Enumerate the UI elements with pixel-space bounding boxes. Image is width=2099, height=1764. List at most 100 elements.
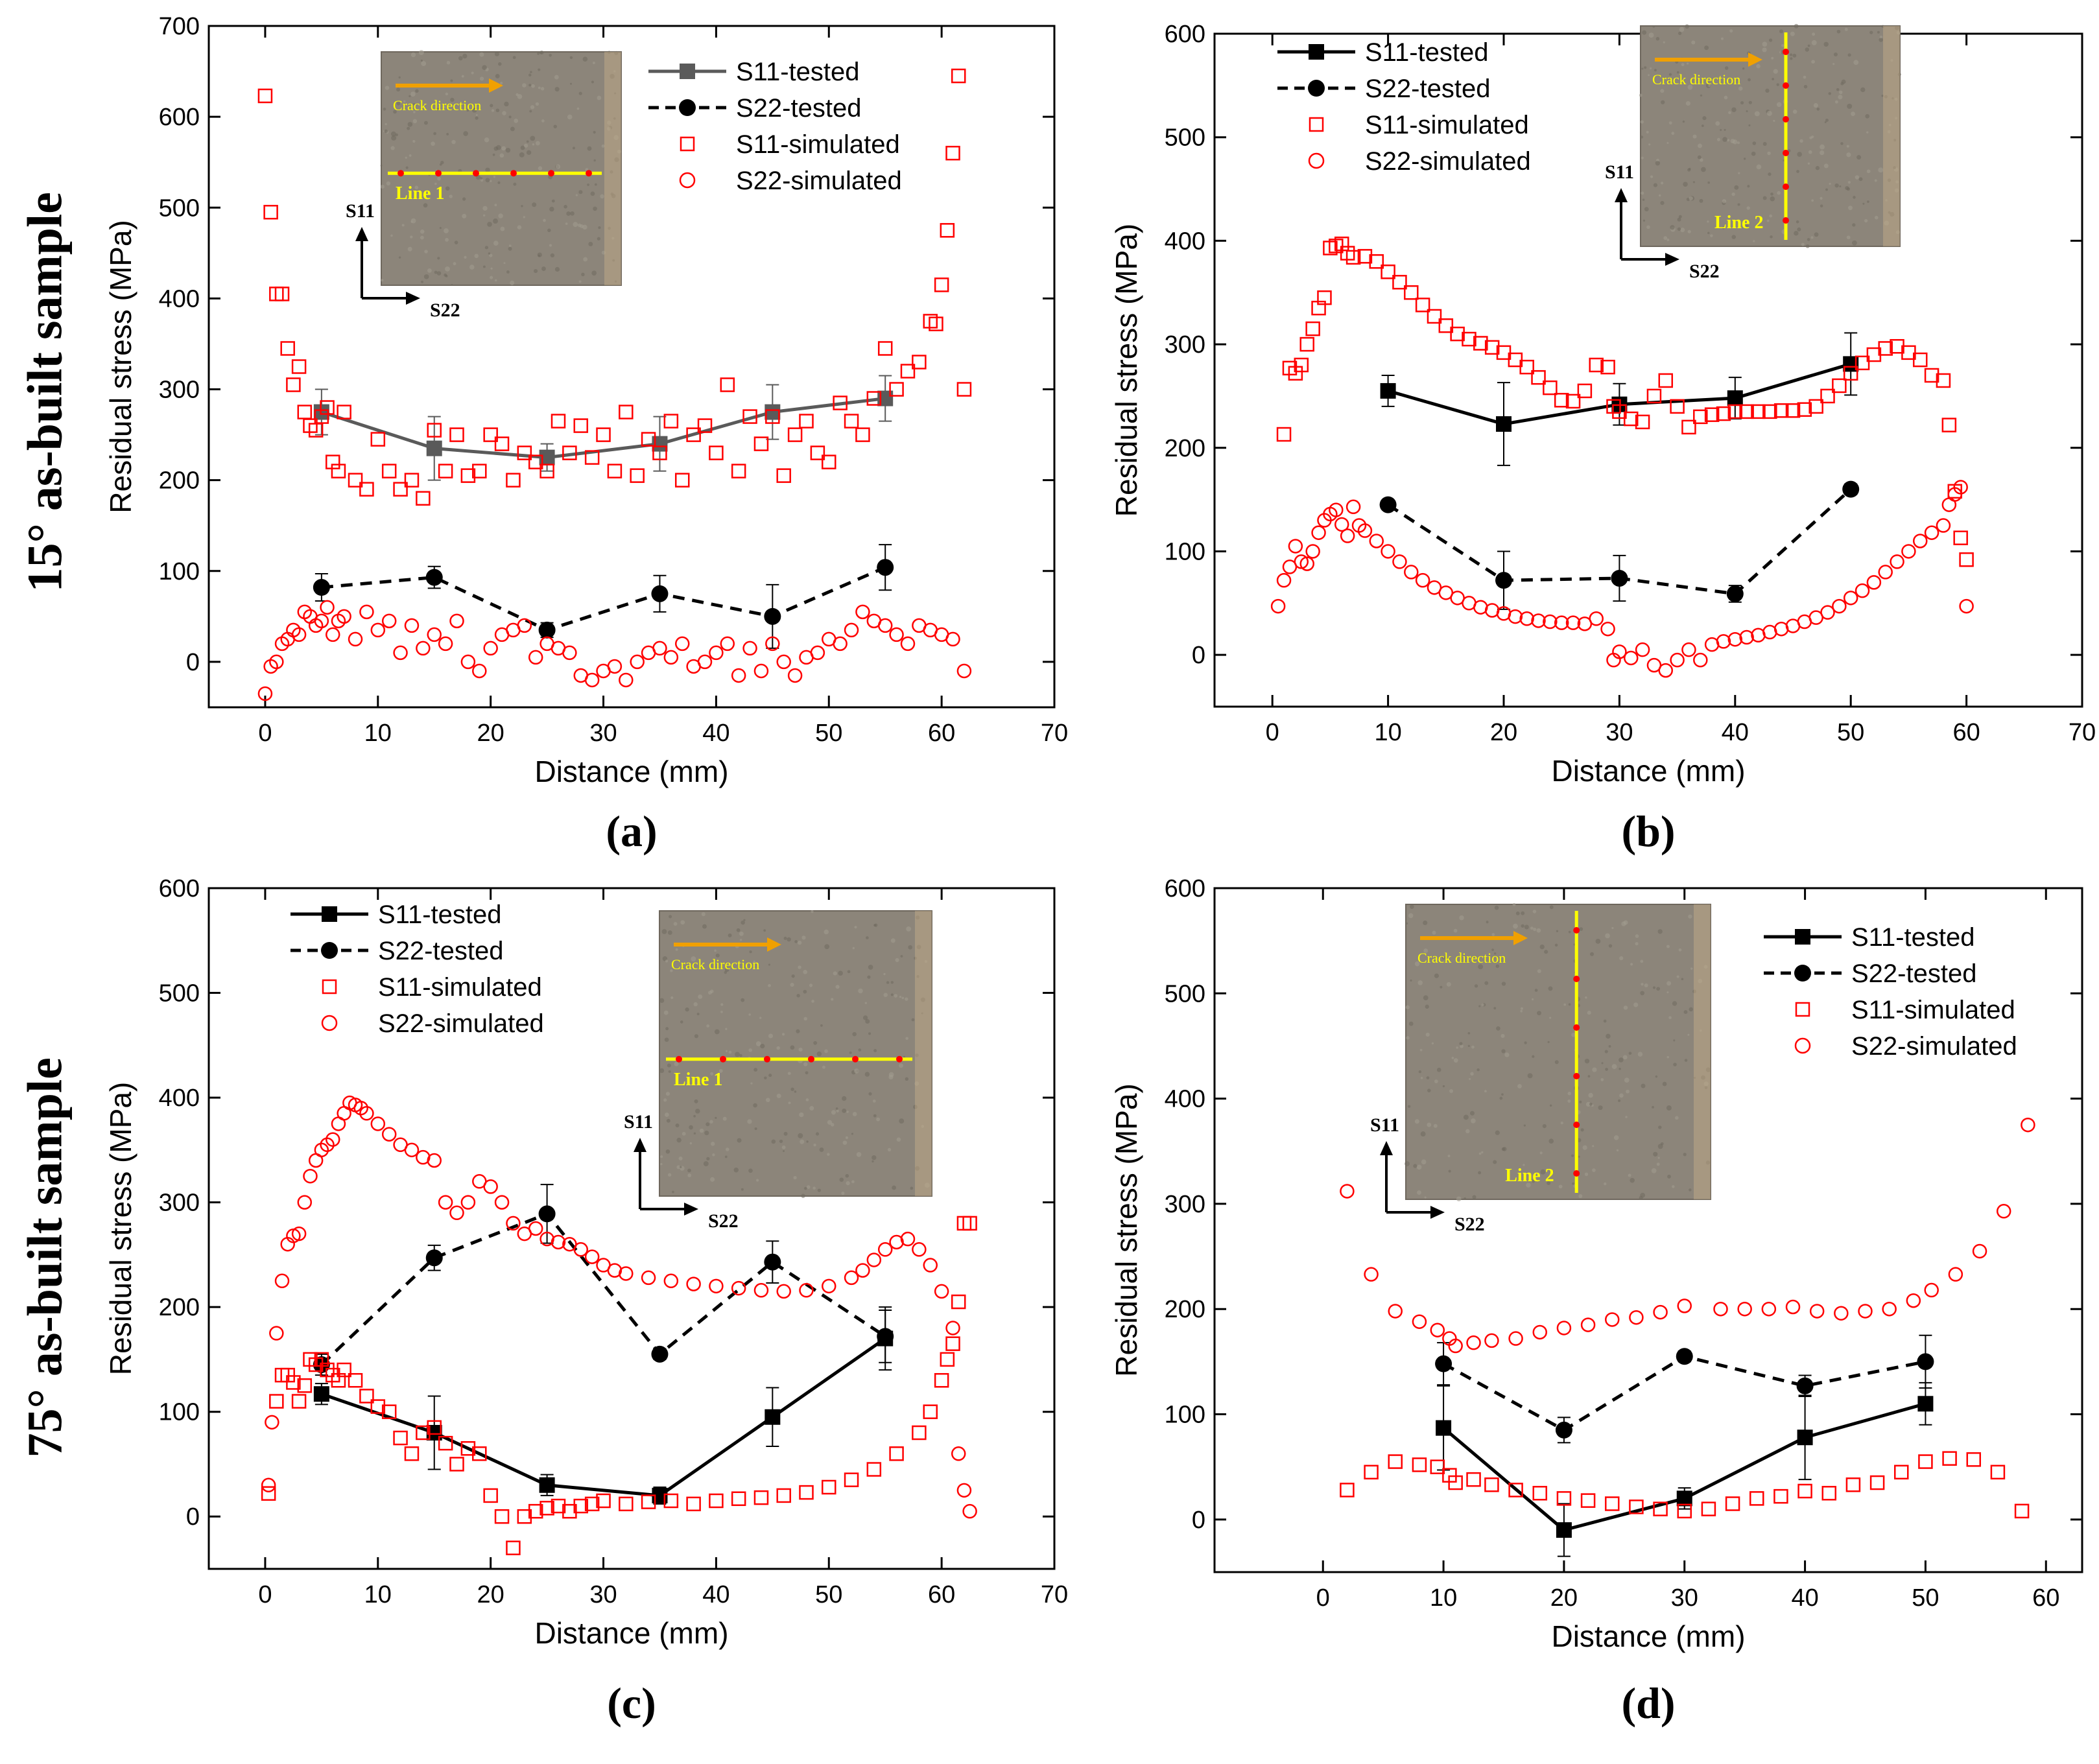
data-point bbox=[923, 1404, 938, 1419]
inset-texture bbox=[565, 222, 568, 225]
data-point bbox=[877, 618, 893, 633]
data-point bbox=[1996, 1204, 2011, 1219]
x-axis-label: Distance (mm) bbox=[1551, 754, 1745, 788]
inset-texture bbox=[822, 1065, 825, 1069]
inset-texture bbox=[1816, 107, 1820, 111]
x-tick-label: 20 bbox=[477, 1581, 504, 1608]
x-tick-label: 70 bbox=[2069, 719, 2096, 746]
inset-texture bbox=[1808, 150, 1812, 154]
inset-texture bbox=[1888, 211, 1891, 214]
inset-texture bbox=[1683, 1153, 1687, 1157]
inset-texture bbox=[1650, 175, 1654, 178]
legend: S11-testedS22-testedS11-simulatedS22-sim… bbox=[1764, 923, 2017, 1061]
data-point bbox=[1600, 621, 1615, 637]
inset-texture bbox=[1512, 902, 1516, 906]
data-point bbox=[1972, 1243, 1987, 1259]
inset-texture bbox=[412, 139, 416, 143]
inset-texture bbox=[1840, 142, 1844, 145]
data-point bbox=[1966, 1452, 1981, 1467]
y-axis-label: Residual stress (MPa) bbox=[104, 1082, 137, 1375]
y-tick-label: 500 bbox=[1165, 980, 1205, 1007]
data-point bbox=[1629, 1499, 1644, 1514]
inset-texture bbox=[799, 1112, 804, 1118]
data-point bbox=[1727, 390, 1743, 406]
data-point bbox=[1653, 1501, 1668, 1516]
inset-texture bbox=[1641, 1083, 1646, 1088]
crack-arrow-head-icon bbox=[767, 937, 781, 952]
data-point bbox=[1693, 409, 1708, 425]
data-point bbox=[1869, 1475, 1885, 1490]
data-point bbox=[274, 287, 290, 301]
inset-texture bbox=[1524, 1041, 1527, 1044]
inset-texture bbox=[1486, 921, 1489, 924]
inset-texture bbox=[1478, 1171, 1482, 1175]
inset-texture bbox=[1724, 66, 1729, 70]
data-point bbox=[449, 613, 464, 629]
data-point bbox=[1832, 378, 1847, 394]
data-point bbox=[381, 464, 397, 478]
inset-texture bbox=[493, 241, 499, 246]
x-tick-label: 20 bbox=[1550, 1584, 1578, 1612]
data-point bbox=[1726, 585, 1744, 602]
inset-texture bbox=[1560, 1122, 1563, 1125]
inset-texture bbox=[1879, 38, 1884, 42]
inset-texture bbox=[437, 176, 441, 181]
inset-texture bbox=[1471, 1045, 1475, 1049]
data-point bbox=[1918, 1454, 1933, 1469]
data-point bbox=[1466, 1335, 1481, 1350]
inset-texture bbox=[1423, 995, 1429, 1001]
data-point bbox=[1427, 309, 1442, 324]
data-point bbox=[337, 1362, 351, 1378]
inset-texture bbox=[1794, 231, 1799, 236]
y-tick-label: 100 bbox=[1165, 538, 1205, 565]
inset-texture bbox=[1693, 1077, 1696, 1079]
data-point bbox=[1311, 525, 1326, 540]
data-point bbox=[1531, 370, 1546, 385]
inset-texture bbox=[538, 68, 541, 71]
data-point bbox=[263, 205, 278, 220]
inset-texture bbox=[396, 102, 401, 106]
inset-texture bbox=[1731, 235, 1736, 239]
inset-texture bbox=[868, 1092, 872, 1096]
measurement-point bbox=[435, 170, 442, 177]
inset-texture bbox=[1673, 1063, 1677, 1066]
inset-texture bbox=[1414, 1119, 1419, 1124]
data-point bbox=[764, 607, 781, 625]
data-point bbox=[297, 405, 313, 419]
data-point bbox=[765, 404, 781, 420]
data-point bbox=[753, 1283, 769, 1298]
inset-texture bbox=[1722, 226, 1725, 229]
data-point bbox=[320, 600, 335, 615]
data-point bbox=[460, 1195, 476, 1210]
inset-texture bbox=[405, 156, 407, 159]
inset-texture bbox=[1536, 928, 1541, 933]
inset-texture bbox=[1853, 60, 1859, 65]
inset-texture bbox=[794, 1090, 797, 1093]
legend-marker bbox=[321, 1015, 338, 1031]
data-point bbox=[1543, 614, 1558, 629]
data-point bbox=[427, 423, 442, 438]
inset-texture bbox=[582, 224, 587, 230]
inset-texture bbox=[1579, 927, 1583, 931]
data-point bbox=[1415, 298, 1430, 312]
inset-texture bbox=[1469, 1077, 1471, 1080]
inset-texture bbox=[593, 130, 596, 134]
series-s11-tested bbox=[1436, 1382, 1934, 1557]
inset-texture bbox=[1678, 31, 1682, 36]
inset-texture bbox=[842, 1108, 847, 1113]
inset-texture bbox=[1667, 1175, 1671, 1179]
inset-texture bbox=[783, 1131, 788, 1136]
x-tick-label: 20 bbox=[1490, 719, 1517, 746]
inset-texture bbox=[845, 1173, 849, 1178]
inset-texture bbox=[1672, 1001, 1678, 1006]
inset-texture bbox=[696, 1013, 700, 1016]
inset-texture bbox=[1823, 41, 1829, 47]
inset-texture bbox=[867, 975, 871, 979]
data-point bbox=[326, 1132, 340, 1147]
data-point bbox=[483, 641, 498, 656]
inset-texture bbox=[1547, 1041, 1550, 1043]
inset-texture bbox=[1838, 95, 1843, 100]
data-point bbox=[326, 454, 340, 469]
crack-direction-label: Crack direction bbox=[1652, 71, 1740, 88]
inset-texture bbox=[1413, 1164, 1417, 1168]
